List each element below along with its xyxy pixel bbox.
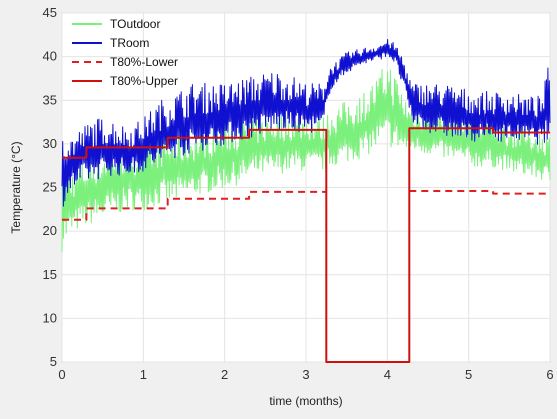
- series-line-t80-lower: [62, 190, 550, 221]
- x-tick-label: 1: [140, 367, 147, 382]
- x-tick-label: 4: [384, 367, 391, 382]
- y-axis-ticks: 5 10 15 20 25 30 35 40 45: [43, 5, 57, 369]
- legend-label: TOutdoor: [110, 17, 160, 31]
- x-axis-ticks: 0 1 2 3 4 5 6: [58, 367, 553, 382]
- x-axis-label: time (months): [269, 394, 342, 408]
- legend: TOutdoor TRoom T80%-Lower T80%-Upper: [72, 17, 178, 88]
- x-tick-label: 3: [302, 367, 309, 382]
- y-tick-label: 45: [43, 5, 57, 20]
- y-axis-label: Temperature (°C): [9, 141, 23, 233]
- y-tick-label: 20: [43, 223, 57, 238]
- y-tick-label: 25: [43, 180, 57, 195]
- x-tick-label: 2: [221, 367, 228, 382]
- y-tick-label: 5: [50, 354, 57, 369]
- series-line-toutdoor: [61, 68, 551, 252]
- y-tick-label: 40: [43, 49, 57, 64]
- y-tick-label: 15: [43, 267, 57, 282]
- y-tick-label: 10: [43, 310, 57, 325]
- y-tick-label: 30: [43, 136, 57, 151]
- series-layer: [61, 39, 551, 363]
- series-line-t80-upper: [62, 127, 550, 363]
- legend-label: TRoom: [110, 36, 149, 50]
- x-tick-label: 0: [58, 367, 65, 382]
- x-tick-label: 6: [546, 367, 553, 382]
- y-tick-label: 35: [43, 92, 57, 107]
- legend-label: T80%-Lower: [110, 55, 178, 69]
- legend-label: T80%-Upper: [110, 74, 178, 88]
- series-line-troom: [61, 39, 551, 207]
- x-tick-label: 5: [465, 367, 472, 382]
